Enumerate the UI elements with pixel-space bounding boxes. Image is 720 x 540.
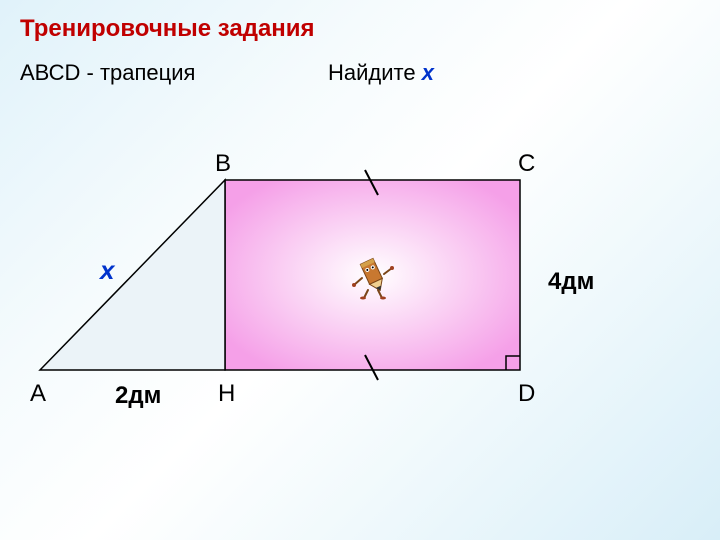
- vertex-label-a: А: [30, 380, 46, 408]
- problem-statement: АВСD - трапеция: [20, 60, 195, 86]
- find-variable: х: [422, 60, 434, 85]
- find-instruction: Найдите х: [328, 60, 434, 86]
- page-title: Тренировочные задания: [20, 15, 315, 43]
- pencil-character-icon: [348, 250, 398, 300]
- vertex-label-h: Н: [218, 380, 235, 408]
- vertex-label-b: В: [215, 150, 231, 178]
- vertex-label-c: C: [518, 150, 535, 178]
- vertex-label-d: D: [518, 380, 535, 408]
- measurement-ah: 2дм: [115, 382, 161, 410]
- triangle-abh: [40, 180, 225, 370]
- find-prefix: Найдите: [328, 60, 422, 85]
- measurement-cd: 4дм: [548, 268, 594, 296]
- measurement-x: х: [100, 255, 114, 286]
